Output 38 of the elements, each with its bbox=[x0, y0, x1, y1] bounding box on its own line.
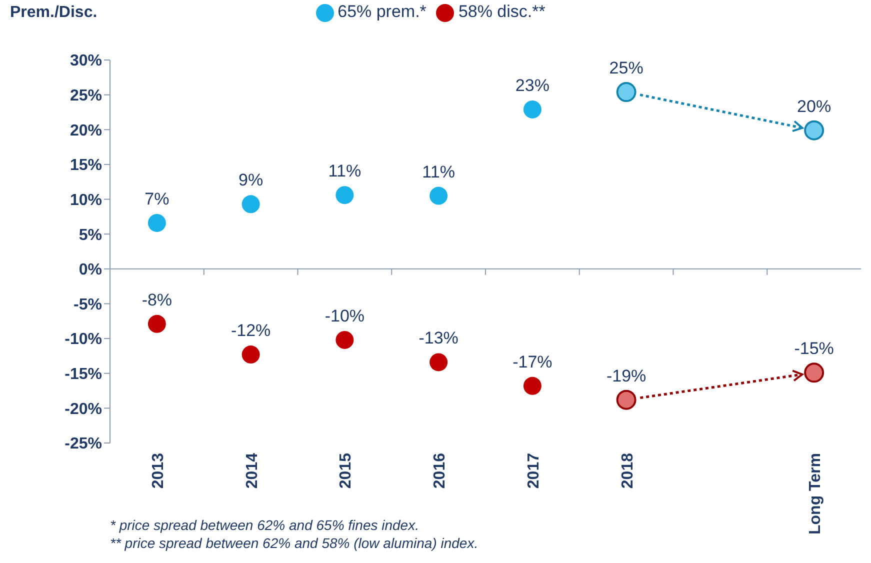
legend-label: 58% disc.** bbox=[458, 2, 546, 21]
data-label: -12% bbox=[230, 321, 271, 340]
text: * price spread between 62% and 65% fines index. bbox=[110, 516, 420, 534]
x-tick-label: 2013 bbox=[150, 452, 167, 489]
data-label: 11% bbox=[422, 162, 455, 182]
x-tick-label: 2017 bbox=[525, 452, 542, 489]
y-tick-label: 25% bbox=[70, 88, 102, 104]
data-label: 25% bbox=[609, 58, 644, 78]
data-label: -17% bbox=[512, 352, 552, 372]
data-label: 7% bbox=[144, 189, 170, 208]
y-tick-label: 30% bbox=[70, 52, 102, 70]
text: ** price spread between 62% and 58% (low alumina) index. bbox=[110, 534, 478, 552]
y-tick-label: -20% bbox=[64, 400, 102, 418]
y-tick-label: -25% bbox=[64, 436, 102, 453]
data-label: 20% bbox=[797, 96, 832, 116]
y-tick-label: 15% bbox=[70, 157, 102, 174]
data-label: -8% bbox=[142, 290, 172, 310]
y-tick-label: -15% bbox=[64, 366, 102, 384]
data-label: 11% bbox=[328, 162, 362, 181]
x-tick-label: 2015 bbox=[338, 452, 355, 489]
legend-label: 65% prem.* bbox=[338, 2, 426, 21]
data-label: -19% bbox=[606, 366, 646, 386]
x-tick-label: 2016 bbox=[432, 452, 449, 489]
data-label: -15% bbox=[794, 339, 834, 358]
y-tick-label: 0% bbox=[78, 262, 102, 279]
y-tick-label: -10% bbox=[64, 331, 102, 348]
data-label: 23% bbox=[515, 76, 550, 95]
y-axis-title: Prem./Disc. bbox=[10, 4, 98, 22]
x-tick-label: 2014 bbox=[244, 452, 261, 489]
y-tick-label: 20% bbox=[70, 122, 102, 140]
data-label: -13% bbox=[418, 328, 458, 348]
y-tick-label: 5% bbox=[78, 226, 102, 244]
data-label: -10% bbox=[324, 306, 365, 326]
x-tick-label: 2018 bbox=[619, 452, 636, 489]
y-tick-label: 10% bbox=[70, 192, 102, 209]
data-label: 9% bbox=[238, 170, 264, 190]
x-tick-label: Long Term bbox=[807, 453, 824, 534]
y-tick-label: -5% bbox=[74, 296, 102, 314]
